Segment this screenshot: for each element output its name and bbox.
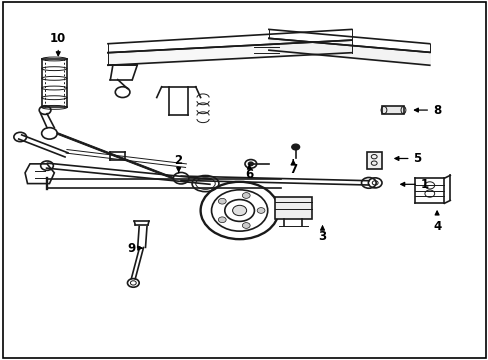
Circle shape: [248, 162, 253, 166]
Text: 2: 2: [174, 154, 183, 172]
Circle shape: [218, 217, 226, 222]
Circle shape: [257, 208, 264, 213]
Circle shape: [218, 198, 226, 204]
Bar: [366, 152, 381, 169]
Text: 10: 10: [50, 32, 66, 56]
Bar: [274, 197, 311, 219]
Text: 9: 9: [127, 242, 142, 255]
Circle shape: [242, 222, 250, 228]
Bar: [382, 106, 404, 114]
Text: 4: 4: [432, 211, 440, 233]
Text: 5: 5: [394, 152, 421, 165]
Circle shape: [291, 144, 299, 150]
Circle shape: [232, 205, 246, 216]
Circle shape: [242, 193, 250, 198]
Text: 8: 8: [414, 104, 440, 117]
Text: 1: 1: [400, 178, 428, 191]
Text: 7: 7: [288, 160, 297, 176]
Text: 3: 3: [318, 226, 326, 243]
Text: 6: 6: [245, 165, 253, 181]
